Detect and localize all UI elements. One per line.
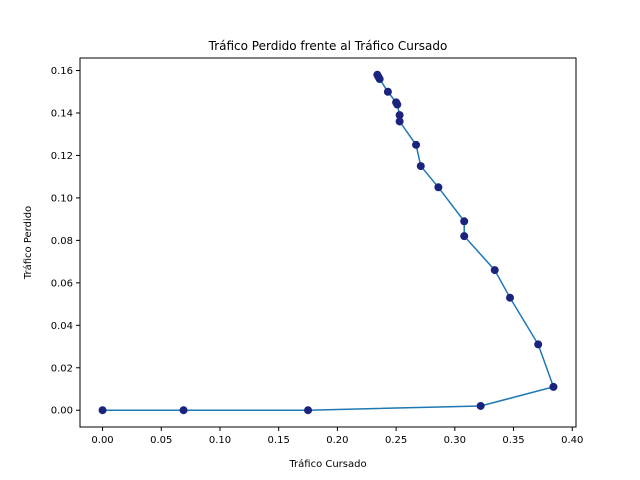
data-point bbox=[392, 98, 401, 107]
data-point bbox=[395, 111, 404, 120]
chart-title: Tráfico Perdido frente al Tráfico Cursad… bbox=[208, 39, 448, 53]
data-point bbox=[416, 162, 425, 171]
x-axis-label: Tráfico Cursado bbox=[288, 458, 366, 470]
data-point bbox=[383, 87, 392, 96]
x-tick-label: 0.35 bbox=[502, 435, 524, 446]
x-tick-label: 0.15 bbox=[268, 435, 290, 446]
data-point bbox=[506, 293, 515, 302]
data-point bbox=[412, 140, 421, 149]
data-point bbox=[549, 382, 558, 391]
data-point bbox=[98, 406, 107, 415]
data-point bbox=[373, 70, 382, 79]
y-tick-label: 0.14 bbox=[51, 108, 73, 119]
data-point bbox=[490, 266, 499, 275]
plot-area bbox=[98, 70, 558, 415]
data-point bbox=[460, 232, 469, 241]
data-point bbox=[460, 217, 469, 226]
x-tick-label: 0.20 bbox=[326, 435, 348, 446]
x-axis: 0.00 0.05 0.10 0.15 0.20 0.25 0.30 0.35 0.40 bbox=[91, 427, 583, 446]
data-point bbox=[476, 401, 485, 410]
x-tick-label: 0.10 bbox=[209, 435, 231, 446]
y-tick-label: 0.10 bbox=[51, 193, 73, 204]
data-point bbox=[304, 406, 313, 415]
x-tick-label: 0.25 bbox=[385, 435, 407, 446]
y-axis-label: Tráfico Perdido bbox=[22, 206, 34, 280]
x-tick-label: 0.05 bbox=[150, 435, 172, 446]
y-tick-label: 0.06 bbox=[51, 278, 73, 289]
y-tick-label: 0.12 bbox=[51, 151, 73, 162]
data-point bbox=[534, 340, 543, 349]
data-point bbox=[434, 183, 443, 192]
y-tick-label: 0.00 bbox=[51, 406, 73, 417]
y-tick-label: 0.16 bbox=[51, 66, 73, 77]
x-tick-label: 0.00 bbox=[91, 435, 113, 446]
data-point bbox=[179, 406, 188, 415]
y-tick-label: 0.02 bbox=[51, 363, 73, 374]
y-axis: 0.00 0.02 0.04 0.06 0.08 0.10 0.12 0.14 0.16 bbox=[51, 66, 80, 417]
y-tick-label: 0.08 bbox=[51, 236, 73, 247]
y-tick-label: 0.04 bbox=[51, 321, 73, 332]
x-tick-label: 0.40 bbox=[561, 435, 583, 446]
series-line bbox=[102, 74, 555, 411]
data-point bbox=[395, 117, 404, 126]
x-tick-label: 0.30 bbox=[444, 435, 466, 446]
plot-frame bbox=[79, 57, 577, 428]
